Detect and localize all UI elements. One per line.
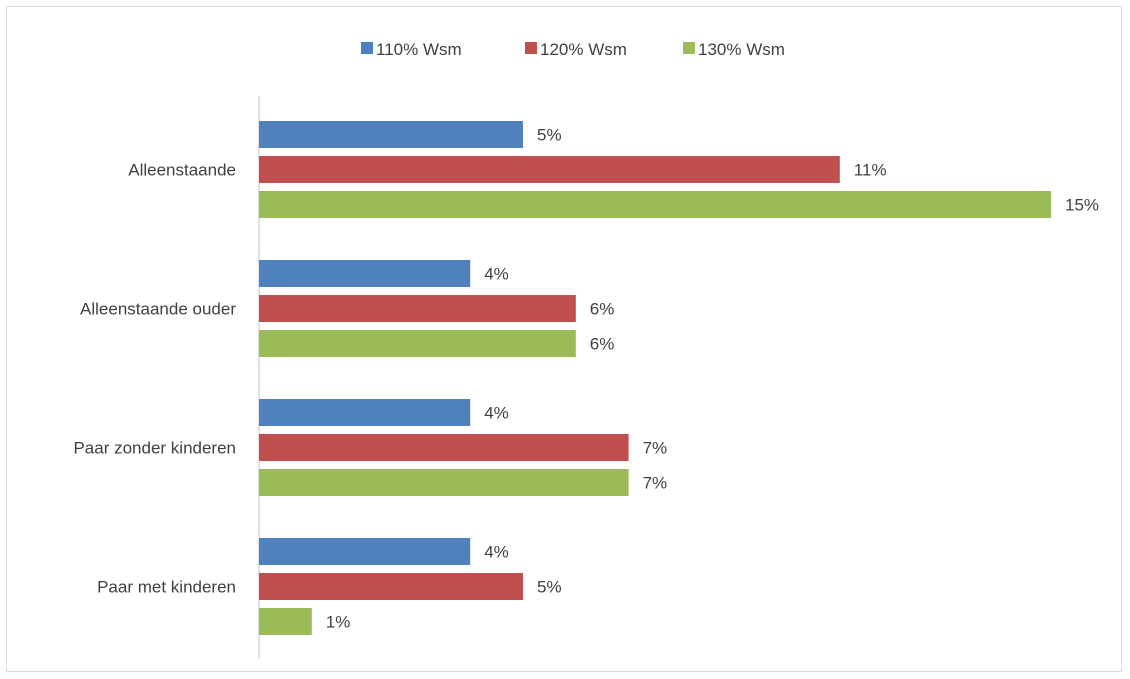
data-label-alleenstaande-ouder-110-wsm: 4% [484, 265, 509, 284]
bar-paar-met-kinderen-130-wsm [259, 608, 312, 635]
data-label-paar-met-kinderen-130-wsm: 1% [326, 613, 351, 632]
data-label-alleenstaande-ouder-120-wsm: 6% [590, 300, 615, 319]
data-label-paar-met-kinderen-110-wsm: 4% [484, 543, 509, 562]
data-label-paar-zonder-kinderen-110-wsm: 4% [484, 404, 509, 423]
bar-paar-met-kinderen-120-wsm [259, 573, 523, 600]
bar-paar-zonder-kinderen-130-wsm [259, 469, 629, 496]
legend-swatch-120-wsm [525, 42, 537, 54]
category-label-alleenstaande: Alleenstaande [128, 161, 236, 180]
data-label-paar-met-kinderen-120-wsm: 5% [537, 578, 562, 597]
bar-alleenstaande-ouder-110-wsm [259, 260, 471, 287]
legend-swatch-110-wsm [361, 42, 373, 54]
category-labels: Alleenstaande Alleenstaande ouder Paar zon… [73, 161, 236, 597]
bar-alleenstaande-ouder-120-wsm [259, 295, 576, 322]
bar-paar-zonder-kinderen-110-wsm [259, 399, 471, 426]
data-label-alleenstaande-ouder-130-wsm: 6% [590, 335, 615, 354]
category-label-alleenstaande-ouder: Alleenstaande ouder [80, 300, 236, 319]
bar-alleenstaande-120-wsm [259, 156, 840, 183]
legend-label-110-wsm: 110% Wsm [376, 40, 462, 59]
data-label-alleenstaande-110-wsm: 5% [537, 126, 562, 145]
data-label-alleenstaande-120-wsm: 11% [854, 161, 887, 180]
data-label-paar-zonder-kinderen-120-wsm: 7% [643, 439, 668, 458]
bar-alleenstaande-110-wsm [259, 121, 523, 148]
legend: 110% Wsm 120% Wsm 130% Wsm [361, 40, 785, 59]
bar-paar-zonder-kinderen-120-wsm [259, 434, 629, 461]
legend-label-120-wsm: 120% Wsm [540, 40, 627, 59]
category-label-paar-met-kinderen: Paar met kinderen [97, 578, 236, 597]
legend-label-130-wsm: 130% Wsm [698, 40, 785, 59]
bars: 5% 11% 15% 4% 6% 6% 4% 7% 7% 4% 5% 1% [259, 121, 1099, 635]
bar-alleenstaande-ouder-130-wsm [259, 330, 576, 357]
category-label-paar-zonder-kinderen: Paar zonder kinderen [73, 439, 236, 458]
data-label-alleenstaande-130-wsm: 15% [1065, 196, 1099, 215]
legend-swatch-130-wsm [683, 42, 695, 54]
data-label-paar-zonder-kinderen-130-wsm: 7% [643, 474, 668, 493]
bar-alleenstaande-130-wsm [259, 191, 1051, 218]
bar-paar-met-kinderen-110-wsm [259, 538, 471, 565]
